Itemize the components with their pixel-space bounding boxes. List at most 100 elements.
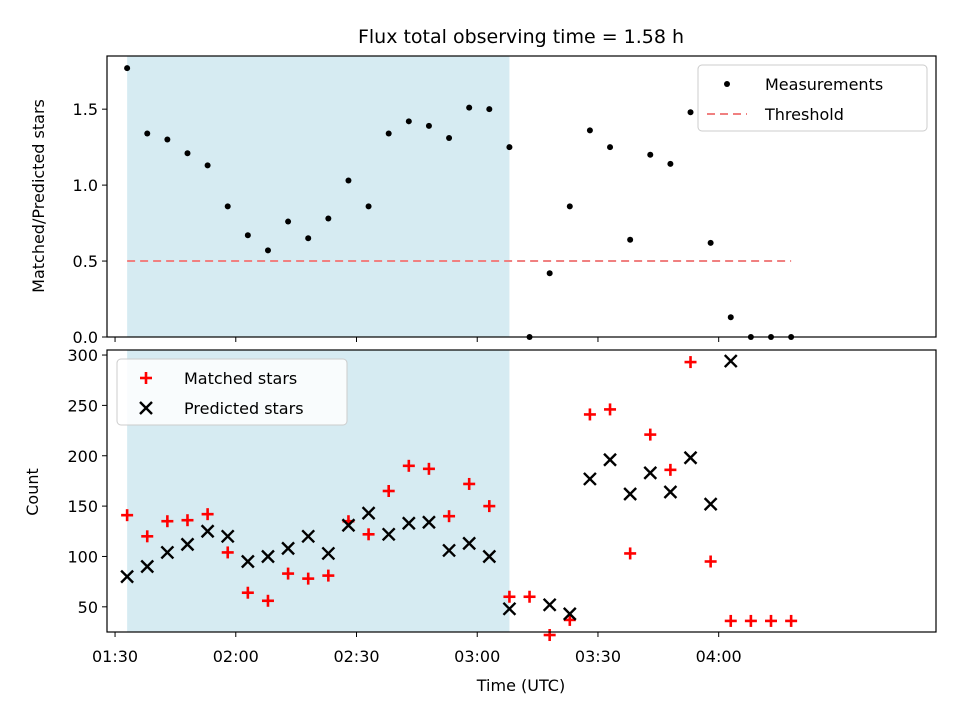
- matched-star-point: [141, 530, 154, 543]
- predicted-star-point: [583, 472, 597, 486]
- predicted-star-point: [241, 554, 255, 569]
- top-ylabel: Matched/Predicted stars: [29, 99, 48, 293]
- y-tick-label: 1.0: [73, 176, 98, 195]
- measurement-point: [325, 215, 332, 222]
- matched-star-point: [121, 509, 134, 522]
- measurement-point: [425, 122, 432, 129]
- matched-star-point: [221, 546, 234, 559]
- matched-star-point: [503, 590, 516, 603]
- measurement-point: [305, 235, 312, 242]
- measurement-point: [466, 104, 473, 111]
- y-tick-label: 150: [67, 497, 98, 516]
- bottom-ylabel: Count: [23, 468, 42, 516]
- matched-star-point: [624, 547, 637, 560]
- legend-marker: [724, 81, 730, 87]
- predicted-star-point: [281, 541, 295, 556]
- matched-star-point: [261, 594, 274, 607]
- matched-star-point: [684, 356, 697, 369]
- matched-star-point: [483, 500, 496, 513]
- measurement-point: [647, 151, 654, 158]
- y-tick-label: 0.0: [73, 328, 98, 347]
- measurement-point: [264, 247, 271, 254]
- top-plot-frame: [106, 55, 937, 338]
- matched-star-point: [382, 485, 395, 497]
- predicted-star-point: [261, 549, 275, 564]
- predicted-star-point: [502, 601, 517, 616]
- x-tick-label: 01:30: [92, 647, 138, 666]
- predicted-star-point: [462, 536, 477, 551]
- predicted-star-point: [442, 543, 456, 558]
- x-tick-label: 04:00: [696, 647, 742, 666]
- predicted-star-point: [140, 559, 155, 574]
- measurement-point: [285, 218, 292, 225]
- predicted-star-point: [422, 515, 436, 530]
- predicted-star-point: [623, 487, 638, 501]
- matched-star-point: [523, 590, 536, 603]
- predicted-star-point: [381, 527, 396, 542]
- predicted-star-point: [200, 524, 215, 539]
- x-tick-label: 03:00: [454, 647, 500, 666]
- y-tick-label: 50: [78, 598, 98, 617]
- matched-star-point: [443, 510, 456, 523]
- y-tick-label: 200: [67, 447, 98, 466]
- predicted-star-point: [683, 450, 698, 465]
- predicted-star-point: [663, 485, 678, 499]
- top-series: [124, 65, 795, 340]
- x-axis-label: Time (UTC): [476, 676, 565, 695]
- matched-star-point: [181, 514, 194, 527]
- y-tick-label: 250: [67, 396, 98, 415]
- legend-box: [697, 64, 928, 132]
- chart-title: Flux total observing time = 1.58 h: [358, 26, 684, 48]
- predicted-star-point: [723, 354, 738, 368]
- measurement-point: [727, 314, 734, 321]
- bottom-legend: Matched stars Predicted stars: [116, 358, 348, 426]
- legend-label: Threshold: [764, 105, 844, 124]
- legend-label: Predicted stars: [184, 399, 304, 418]
- measurement-point: [586, 127, 593, 134]
- bottom-x-ticks: 01:30 02:00 02:30 03:00 03:30 04:00: [92, 632, 742, 666]
- top-legend: Measurements Threshold: [697, 64, 928, 132]
- matched-star-point: [704, 555, 717, 568]
- matched-star-point: [362, 528, 375, 541]
- predicted-star-point: [321, 546, 336, 561]
- y-tick-label: 0.5: [73, 252, 98, 271]
- matched-star-point: [201, 508, 214, 521]
- measurement-point: [345, 177, 352, 184]
- measurement-point: [506, 144, 513, 151]
- predicted-star-point: [160, 545, 175, 560]
- measurement-point: [204, 162, 211, 169]
- measurement-point: [164, 136, 171, 143]
- matched-star-point: [282, 567, 295, 580]
- predicted-star-point: [562, 607, 577, 621]
- predicted-star-point: [542, 597, 557, 612]
- matched-star-point: [241, 586, 254, 599]
- bottom-series: [120, 354, 798, 642]
- bottom-plot-frame: [106, 349, 937, 633]
- bottom-panel: 50 100 150 200 250 300 01:30 02:00 02:30 03:00 03…: [23, 346, 937, 666]
- measurement-point: [707, 239, 714, 246]
- measurement-point: [446, 135, 453, 142]
- legend-label: Matched stars: [184, 369, 297, 388]
- matched-star-point: [402, 459, 415, 472]
- matched-star-point: [744, 614, 757, 627]
- matched-star-point: [563, 613, 576, 626]
- legend-box: [116, 358, 348, 426]
- measurement-point: [365, 203, 372, 210]
- measurement-point: [667, 160, 674, 167]
- measurement-point: [385, 130, 392, 137]
- measurement-point: [566, 203, 573, 210]
- predicted-star-point: [603, 452, 617, 467]
- matched-star-point: [785, 614, 798, 627]
- measurement-point: [124, 65, 131, 72]
- legend-label: Measurements: [765, 75, 883, 94]
- top-panel: 0.0 0.5 1.0 1.5 Matched/Predicted stars Mea…: [29, 55, 937, 347]
- y-tick-label: 100: [67, 547, 98, 566]
- measurement-point: [627, 236, 634, 243]
- matched-star-point: [422, 462, 435, 475]
- predicted-star-point: [341, 518, 356, 533]
- predicted-star-point: [120, 569, 134, 584]
- top-x-ticks: [114, 337, 720, 342]
- matched-star-point: [463, 477, 476, 490]
- y-tick-label: 1.5: [73, 100, 98, 119]
- predicted-star-point: [643, 466, 658, 480]
